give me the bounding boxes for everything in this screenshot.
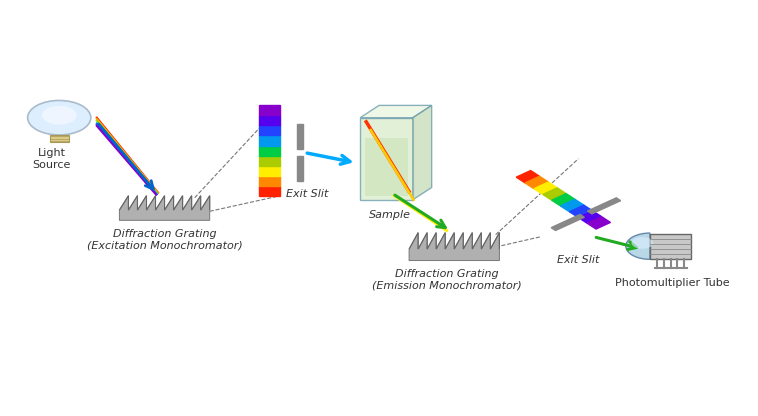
Bar xyxy=(365,138,409,196)
Polygon shape xyxy=(569,205,593,218)
Bar xyxy=(259,166,280,176)
Bar xyxy=(259,126,280,136)
Polygon shape xyxy=(516,171,540,183)
Text: Diffraction Grating
(Emission Monochromator): Diffraction Grating (Emission Monochroma… xyxy=(372,269,522,290)
Polygon shape xyxy=(534,182,557,194)
Polygon shape xyxy=(409,233,500,260)
Bar xyxy=(259,115,280,126)
Bar xyxy=(296,156,303,181)
Polygon shape xyxy=(551,215,584,230)
Polygon shape xyxy=(552,193,575,206)
Bar xyxy=(296,124,303,149)
Polygon shape xyxy=(120,196,210,220)
Bar xyxy=(259,146,280,156)
Circle shape xyxy=(42,106,77,125)
Text: Photomultiplier Tube: Photomultiplier Tube xyxy=(615,278,730,288)
Text: Sample: Sample xyxy=(369,210,412,220)
Bar xyxy=(259,105,280,115)
Polygon shape xyxy=(413,105,431,200)
Polygon shape xyxy=(525,176,548,189)
Bar xyxy=(360,118,413,200)
Polygon shape xyxy=(578,211,602,223)
Polygon shape xyxy=(561,199,584,212)
Circle shape xyxy=(631,237,653,249)
Bar xyxy=(650,234,691,259)
Polygon shape xyxy=(587,217,610,229)
Text: Light
Source: Light Source xyxy=(33,149,71,170)
Polygon shape xyxy=(543,188,566,200)
Text: Exit Slit: Exit Slit xyxy=(557,255,600,265)
Text: Exit Slit: Exit Slit xyxy=(287,189,329,199)
Bar xyxy=(259,136,280,146)
Bar xyxy=(259,156,280,166)
Wedge shape xyxy=(626,233,650,259)
Text: Diffraction Grating
(Excitation Monochromator): Diffraction Grating (Excitation Monochro… xyxy=(86,228,243,250)
Bar xyxy=(50,135,69,142)
Circle shape xyxy=(27,100,91,135)
Bar xyxy=(259,186,280,196)
Polygon shape xyxy=(360,105,431,118)
Bar xyxy=(259,176,280,186)
Polygon shape xyxy=(587,198,621,214)
